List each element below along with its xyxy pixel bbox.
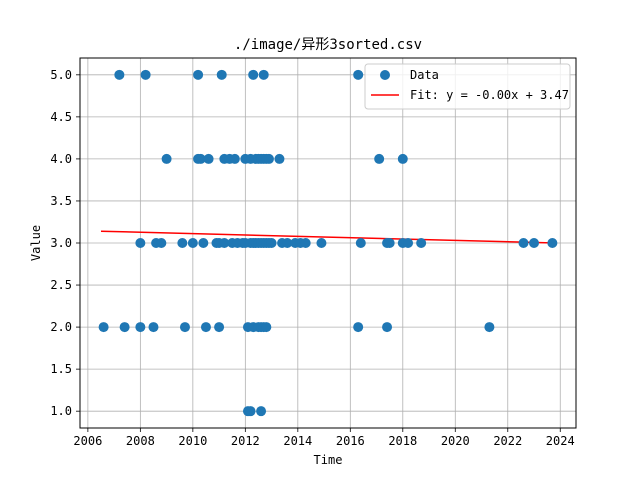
data-point	[300, 238, 311, 248]
data-point	[140, 69, 151, 80]
legend-box	[364, 63, 571, 110]
y-tick-label: 5.0	[50, 68, 72, 82]
data-point	[397, 153, 408, 164]
data-point	[403, 238, 414, 248]
data-point	[198, 238, 209, 248]
data-point	[229, 153, 240, 164]
data-point	[245, 406, 256, 417]
y-axis-ticks: 1.0 1.5 2.0 2.5 3.0 3.5 4.0 4.5 5.0	[50, 68, 80, 418]
data-point	[529, 238, 540, 248]
data-point	[266, 238, 277, 248]
data-point	[114, 69, 125, 80]
y-tick-label: 3.5	[50, 194, 72, 208]
data-point	[374, 153, 385, 164]
data-point	[161, 153, 172, 164]
y-tick-label: 2.0	[50, 320, 72, 334]
x-tick-label: 2024	[546, 434, 575, 448]
y-tick-label: 1.0	[50, 404, 72, 418]
data-point	[156, 238, 167, 248]
data-point	[203, 153, 214, 164]
data-point	[179, 322, 190, 333]
data-point	[355, 238, 366, 248]
x-tick-label: 2010	[178, 434, 207, 448]
x-tick-label: 2016	[336, 434, 365, 448]
data-point	[248, 69, 259, 80]
x-tick-label: 2014	[283, 434, 312, 448]
data-point	[353, 69, 364, 80]
y-axis-label: Value	[29, 225, 43, 261]
data-point	[214, 322, 225, 333]
data-point	[135, 322, 146, 333]
y-tick-label: 4.5	[50, 110, 72, 124]
data-point	[382, 322, 393, 333]
fit-line-layer	[100, 230, 556, 244]
x-axis-label: Time	[314, 453, 343, 467]
chart-title: ./image/异形3sorted.csv	[234, 37, 422, 53]
y-tick-label: 3.0	[50, 236, 72, 250]
data-point	[282, 238, 293, 248]
data-point	[258, 69, 269, 80]
data-point	[518, 238, 529, 248]
data-point	[200, 322, 211, 333]
y-tick-label: 1.5	[50, 362, 72, 376]
data-point	[353, 322, 364, 333]
x-tick-label: 2012	[231, 434, 260, 448]
data-point	[216, 69, 227, 80]
legend-label-fit: Fit: y = -0.00x + 3.47	[410, 88, 569, 102]
y-tick-label: 4.0	[50, 152, 72, 166]
data-point	[135, 238, 146, 248]
x-axis-ticks: 2006 2008 2010 2012 2014 2016 2018 2020 2022 2024	[73, 428, 575, 448]
legend-marker-data	[380, 70, 390, 80]
legend-label-data: Data	[410, 68, 439, 82]
data-point	[187, 238, 198, 248]
data-point	[148, 322, 159, 333]
data-point	[261, 322, 272, 333]
x-tick-label: 2006	[73, 434, 102, 448]
data-point	[256, 406, 267, 417]
x-tick-label: 2008	[126, 434, 155, 448]
x-tick-label: 2020	[441, 434, 470, 448]
x-tick-label: 2022	[493, 434, 522, 448]
data-point	[416, 238, 427, 248]
data-point	[263, 153, 274, 164]
data-point	[547, 238, 558, 248]
data-point	[484, 322, 495, 333]
data-point	[177, 238, 188, 248]
data-points	[98, 69, 558, 417]
y-tick-label: 2.5	[50, 278, 72, 292]
data-point	[219, 238, 230, 248]
fit-line	[100, 230, 556, 244]
data-point	[195, 153, 206, 164]
data-point	[274, 153, 285, 164]
data-point	[193, 69, 204, 80]
data-point	[384, 238, 395, 248]
data-point	[98, 322, 109, 333]
x-tick-label: 2018	[388, 434, 417, 448]
data-point	[316, 238, 327, 248]
data-point	[119, 322, 130, 333]
legend: Data Fit: y = -0.00x + 3.47	[364, 63, 571, 110]
